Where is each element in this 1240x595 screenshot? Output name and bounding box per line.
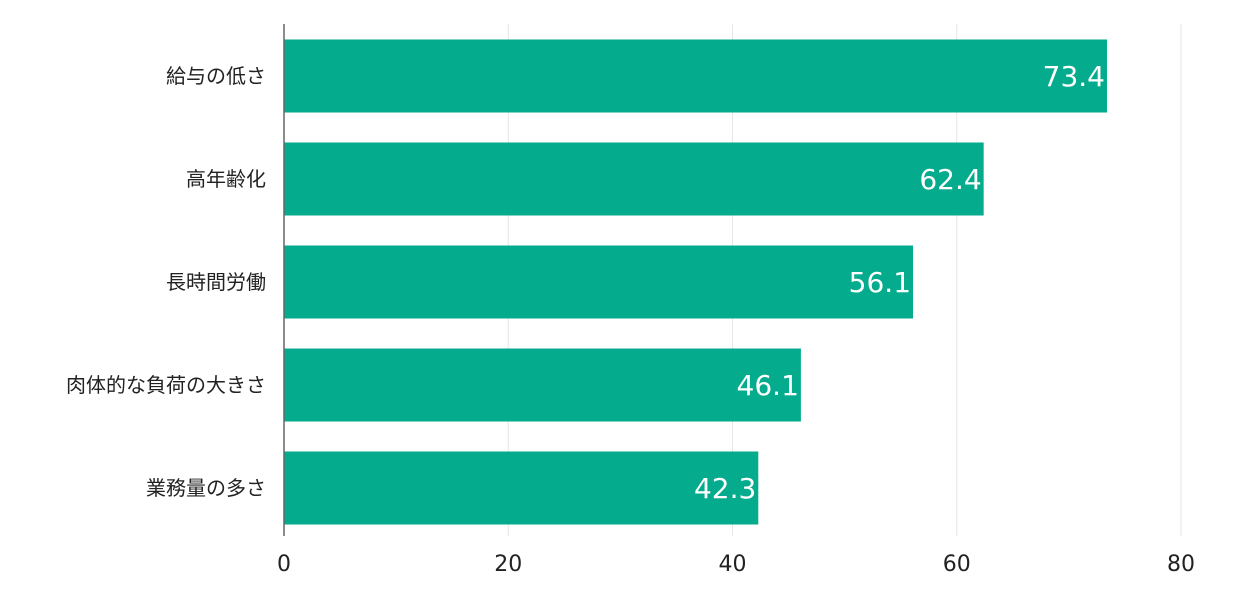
bar — [284, 245, 914, 319]
category-label: 長時間労働 — [166, 270, 266, 294]
x-tick-label: 40 — [719, 552, 747, 577]
x-tick-label: 80 — [1167, 552, 1195, 577]
bar — [284, 348, 801, 422]
data-label: 73.4 — [1043, 60, 1105, 93]
bar-layer — [284, 39, 1107, 525]
bar — [284, 142, 984, 216]
category-label: 業務量の多さ — [146, 476, 266, 500]
x-tick-label: 0 — [277, 552, 291, 577]
category-label: 高年齢化 — [186, 167, 266, 191]
data-label: 62.4 — [919, 163, 981, 196]
bar — [284, 451, 759, 525]
x-tick-label: 20 — [494, 552, 522, 577]
label-layer: 0 20 40 60 80 73.4 給与の低さ 62.4 高年齢化 56.1 長時間労働 46.1 肉… — [66, 60, 1195, 577]
data-label: 42.3 — [694, 472, 756, 505]
x-tick-label: 60 — [943, 552, 971, 577]
data-label: 56.1 — [849, 266, 911, 299]
data-label: 46.1 — [737, 369, 799, 402]
bar — [284, 39, 1107, 113]
category-label: 肉体的な負荷の大きさ — [66, 373, 266, 397]
category-label: 給与の低さ — [166, 64, 266, 88]
